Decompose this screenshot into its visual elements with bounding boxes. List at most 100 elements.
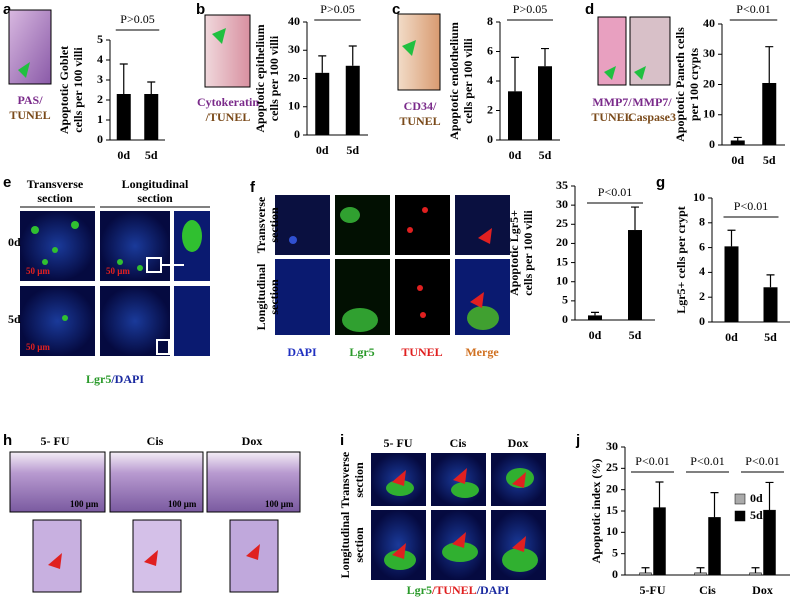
y-tick-label: 4 [699, 264, 705, 278]
legend-label: 5d [750, 508, 763, 522]
error-bar [119, 63, 128, 94]
error-bar [348, 45, 357, 66]
y-axis-label: Apoptotic index (%) [589, 459, 603, 564]
y-axis-label: Apoptotic Lgr5+ [507, 210, 521, 296]
bar [708, 517, 721, 576]
panel-label: i [340, 432, 344, 449]
y-tick-label: 5 [612, 545, 618, 559]
p-value: P>0.05 [320, 2, 354, 16]
x-tick-label: Dox [752, 583, 773, 597]
error-bar [655, 481, 664, 508]
y-tick-label: 0 [294, 127, 300, 141]
caption: PAS/ [17, 93, 43, 107]
y-tick-label: 0 [97, 132, 103, 146]
bar [116, 94, 131, 140]
y-tick-label: 10 [606, 524, 618, 538]
drug-label: 5- FU [384, 436, 413, 450]
y-axis-label: cells per 100 villi [267, 35, 281, 121]
caption: TUNEL [399, 114, 440, 128]
bar [763, 509, 776, 576]
y-tick-label: 30 [556, 197, 568, 211]
panel-label: g [656, 174, 665, 191]
x-tick-label: 0d [731, 153, 744, 167]
bar [639, 572, 652, 576]
y-tick-label: 5 [97, 32, 103, 46]
row-label: 5d [8, 312, 21, 326]
stain: Lgr5 [86, 372, 111, 386]
row-label: Longitudinal [254, 263, 268, 330]
scale-bar-label: 50 μm [106, 266, 130, 276]
bar [315, 72, 330, 135]
p-value: P<0.01 [690, 454, 724, 468]
error-bar [765, 481, 774, 511]
y-tick-label: 4 [487, 73, 493, 87]
panel-label: j [575, 432, 580, 449]
row-label: section [267, 279, 281, 315]
y-tick-label: 15 [606, 503, 618, 517]
x-tick-label: Cis [699, 583, 716, 597]
y-tick-label: 3 [97, 72, 103, 86]
caption: Caspase3 [628, 110, 676, 124]
x-tick-label: 5d [629, 328, 642, 342]
column-header: section [37, 191, 73, 205]
x-tick-label: 5d [346, 143, 359, 157]
y-tick-label: 0 [562, 312, 568, 326]
error-bar [318, 55, 327, 73]
error-bar [147, 81, 156, 94]
x-tick-label: 5d [763, 153, 776, 167]
channel-label: TUNEL [401, 345, 442, 359]
drug-label: Dox [242, 434, 263, 448]
y-tick-label: 2 [487, 102, 493, 116]
caption: MMP7/ [592, 95, 632, 109]
error-bar [511, 56, 519, 92]
y-axis-label: cells per 100 villi [461, 38, 475, 124]
y-tick-label: 0 [487, 132, 493, 146]
x-tick-label: 0d [589, 328, 602, 342]
y-tick-label: 4 [97, 52, 103, 66]
column-header: section [137, 191, 173, 205]
caption: /TUNEL [205, 110, 251, 124]
x-tick-label: 5d [145, 148, 158, 162]
stain: /TUNEL [431, 583, 477, 597]
y-tick-label: 30 [606, 439, 618, 453]
error-bar [631, 206, 639, 231]
micrographs-h [9, 451, 301, 593]
bar [749, 572, 762, 576]
micrographs-top [8, 9, 671, 91]
bar [538, 66, 552, 140]
caption: TUNEL [9, 108, 50, 122]
error-bar [765, 46, 774, 83]
y-axis-label: Apoptotic endothelium [447, 22, 461, 140]
bar [345, 65, 360, 135]
x-tick-label: 0d [316, 143, 329, 157]
y-axis-label: per 100 crypts [687, 48, 701, 121]
stain-label: Lgr5/DAPI [86, 372, 144, 386]
column-header: Longitudinal [122, 177, 189, 191]
bar [694, 572, 707, 576]
drug-label: 5- FU [41, 434, 70, 448]
y-tick-label: 15 [556, 254, 568, 268]
legend-label: 0d [750, 491, 763, 505]
y-tick-label: 5 [562, 293, 568, 307]
y-tick-label: 6 [487, 43, 493, 57]
y-tick-label: 10 [703, 107, 715, 121]
row-label: 0d [8, 235, 21, 249]
y-tick-label: 30 [703, 46, 715, 60]
drug-label: Dox [508, 436, 529, 450]
panel-label: b [196, 1, 205, 18]
bar [763, 287, 778, 322]
scale-bar-label: 50 μm [26, 266, 50, 276]
y-tick-label: 0 [699, 314, 705, 328]
x-tick-label: 0d [725, 330, 738, 344]
y-tick-label: 10 [693, 190, 705, 204]
p-value: P>0.05 [513, 2, 547, 16]
y-tick-label: 30 [288, 42, 300, 56]
y-tick-label: 25 [606, 460, 618, 474]
stain: /DAPI [476, 583, 510, 597]
stain: Lgr5 [407, 583, 432, 597]
bar [508, 91, 522, 140]
error-bar [766, 274, 775, 288]
p-value: P<0.01 [635, 454, 669, 468]
drug-label: Cis [147, 434, 164, 448]
